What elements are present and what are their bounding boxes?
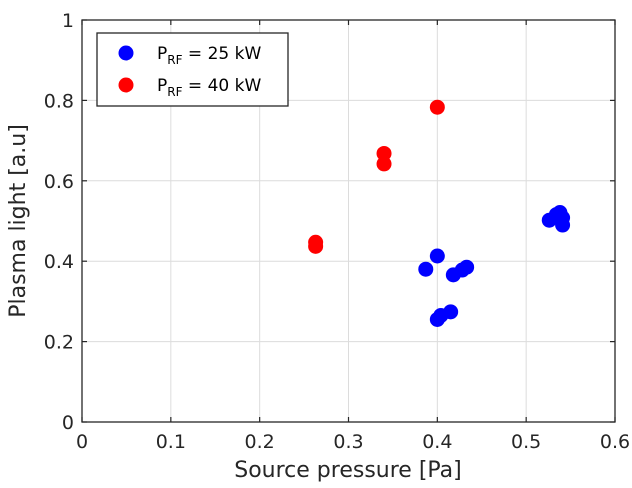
data-point-40kw [308,234,324,250]
data-point-25kw [555,217,571,233]
x-tick-label: 0.3 [333,431,363,453]
y-tick-label: 1 [62,10,74,32]
x-tick-label: 0.6 [600,431,630,453]
data-point-25kw [418,261,434,277]
legend-entry-25kw: PRF = 25 kW [157,44,261,67]
legend-entry-40kw: PRF = 40 kW [157,76,261,99]
y-tick-label: 0.2 [44,332,74,354]
data-point-40kw [376,156,392,172]
data-point-40kw [376,145,392,161]
legend-entry-40kw-p: P [157,76,167,96]
legend-entry-40kw-subscript: RF [167,85,182,99]
data-point-40kw [429,99,445,115]
data-point-25kw [429,248,445,264]
x-axis-label: Source pressure [Pa] [234,458,462,483]
legend-box [96,32,289,107]
x-tick-label: 0.2 [245,431,275,453]
y-tick-label: 0.8 [44,90,74,112]
data-points [308,99,571,327]
legend-entry-25kw-value: = 25 kW [183,44,262,64]
y-tick-label: 0.6 [44,171,74,193]
x-tick-label: 0 [76,431,88,453]
legend: PRF = 25 kW PRF = 40 kW [96,32,289,107]
data-point-25kw [459,259,475,275]
x-tick-label: 0.4 [422,431,452,453]
x-tick-label: 0.5 [511,431,541,453]
data-point-25kw [443,304,459,320]
legend-marker-25kw [118,45,134,61]
legend-marker-40kw [118,77,134,93]
y-axis-ticks: 0 0.2 0.4 0.6 0.8 1 [44,10,615,434]
legend-entry-25kw-subscript: RF [167,53,182,67]
y-tick-label: 0.4 [44,251,74,273]
x-axis-ticks: 0 0.1 0.2 0.3 0.4 0.5 0.6 [76,20,630,453]
legend-entry-40kw-value: = 40 kW [183,76,262,96]
legend-entry-25kw-p: P [157,44,167,64]
y-tick-label: 0 [62,412,74,434]
y-axis-label: Plasma light [a.u] [6,124,31,318]
x-tick-label: 0.1 [156,431,186,453]
